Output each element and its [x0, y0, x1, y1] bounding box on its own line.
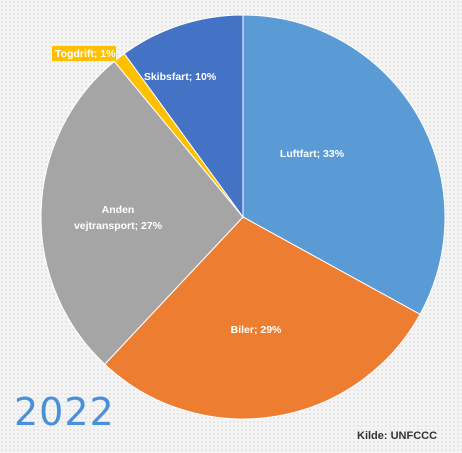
pie-slice-4 [123, 14, 244, 219]
pie-slices [40, 14, 446, 420]
slice-label-1: Biler; 29% [231, 324, 282, 336]
pie-slice-1 [104, 216, 421, 420]
year-label: 2022 [14, 390, 115, 434]
slice-label-2: Anden vejtransport; 27% [74, 204, 163, 232]
pie-slice-0 [242, 14, 446, 315]
slice-label-0: Luftfart; 33% [280, 148, 345, 160]
slice-label-3: Togdrift; 1% [55, 48, 116, 60]
callout-box-3 [52, 46, 116, 61]
slice-label-4: Skibsfart; 10% [144, 71, 217, 83]
pie-labels: Luftfart; 33% Biler; 29% Anden vejtransport… [52, 46, 345, 336]
source-label: Kilde: UNFCCC [357, 430, 438, 442]
pie-slice-2 [40, 60, 244, 365]
